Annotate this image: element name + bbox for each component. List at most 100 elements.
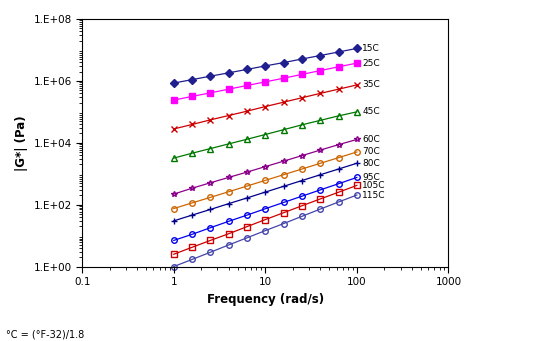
105C <box>171 252 177 256</box>
35C <box>335 87 342 91</box>
80C <box>171 219 177 223</box>
105C <box>353 183 360 188</box>
25C <box>207 91 214 95</box>
Line: 115C: 115C <box>171 192 360 269</box>
45C <box>225 142 232 146</box>
Text: 105C: 105C <box>362 181 386 190</box>
45C <box>262 132 269 136</box>
Line: 25C: 25C <box>171 60 360 103</box>
15C <box>353 46 360 50</box>
80C <box>225 202 232 206</box>
70C <box>225 190 232 194</box>
80C <box>335 167 342 171</box>
70C <box>244 184 250 188</box>
35C <box>189 122 196 127</box>
X-axis label: Frequency (rad/s): Frequency (rad/s) <box>207 293 324 306</box>
35C <box>225 114 232 118</box>
Text: 15C: 15C <box>362 44 380 53</box>
15C <box>317 54 324 58</box>
45C <box>244 137 250 141</box>
70C <box>353 150 360 154</box>
95C <box>317 188 324 192</box>
Text: 95C: 95C <box>362 173 380 182</box>
Text: 60C: 60C <box>362 135 380 144</box>
95C <box>335 182 342 186</box>
15C <box>225 71 232 75</box>
70C <box>207 195 214 199</box>
35C <box>299 96 305 100</box>
60C <box>225 175 232 179</box>
Text: 115C: 115C <box>362 191 386 199</box>
Text: °C = (°F-32)/1.8: °C = (°F-32)/1.8 <box>6 329 84 339</box>
70C <box>317 161 324 165</box>
80C <box>207 207 214 211</box>
95C <box>353 175 360 179</box>
70C <box>171 207 177 211</box>
Y-axis label: |G*| (Pa): |G*| (Pa) <box>15 115 28 170</box>
80C <box>189 213 196 217</box>
60C <box>280 159 287 163</box>
95C <box>225 219 232 223</box>
115C <box>171 265 177 269</box>
15C <box>335 50 342 54</box>
115C <box>299 214 305 218</box>
Text: 45C: 45C <box>362 107 380 116</box>
95C <box>262 207 269 211</box>
105C <box>299 204 305 208</box>
80C <box>299 178 305 182</box>
115C <box>244 236 250 240</box>
Line: 105C: 105C <box>171 183 360 257</box>
Line: 95C: 95C <box>171 175 360 243</box>
45C <box>171 156 177 160</box>
25C <box>262 80 269 84</box>
25C <box>171 98 177 102</box>
60C <box>262 165 269 169</box>
45C <box>189 151 196 155</box>
35C <box>262 105 269 109</box>
15C <box>280 61 287 65</box>
15C <box>171 81 177 85</box>
35C <box>244 109 250 113</box>
115C <box>335 200 342 204</box>
115C <box>353 193 360 197</box>
105C <box>207 238 214 242</box>
115C <box>189 257 196 262</box>
15C <box>244 68 250 72</box>
115C <box>225 243 232 247</box>
45C <box>353 110 360 114</box>
35C <box>317 91 324 95</box>
60C <box>299 153 305 158</box>
Line: 70C: 70C <box>171 149 360 211</box>
60C <box>171 192 177 196</box>
Text: 25C: 25C <box>362 59 380 68</box>
45C <box>280 128 287 132</box>
70C <box>335 155 342 160</box>
15C <box>189 77 196 81</box>
Text: 35C: 35C <box>362 80 380 89</box>
Text: 80C: 80C <box>362 159 380 168</box>
15C <box>207 74 214 78</box>
80C <box>353 161 360 165</box>
60C <box>189 186 196 190</box>
70C <box>280 173 287 177</box>
115C <box>317 207 324 211</box>
35C <box>353 83 360 87</box>
45C <box>335 114 342 118</box>
25C <box>335 65 342 69</box>
25C <box>317 69 324 73</box>
105C <box>189 245 196 249</box>
105C <box>335 190 342 194</box>
35C <box>171 127 177 131</box>
Line: 80C: 80C <box>171 161 360 224</box>
115C <box>280 222 287 226</box>
Line: 15C: 15C <box>171 46 360 86</box>
Line: 60C: 60C <box>171 137 360 197</box>
70C <box>189 201 196 205</box>
105C <box>317 197 324 201</box>
25C <box>280 76 287 80</box>
115C <box>207 250 214 254</box>
60C <box>335 143 342 147</box>
95C <box>189 232 196 236</box>
95C <box>207 226 214 230</box>
95C <box>299 194 305 198</box>
